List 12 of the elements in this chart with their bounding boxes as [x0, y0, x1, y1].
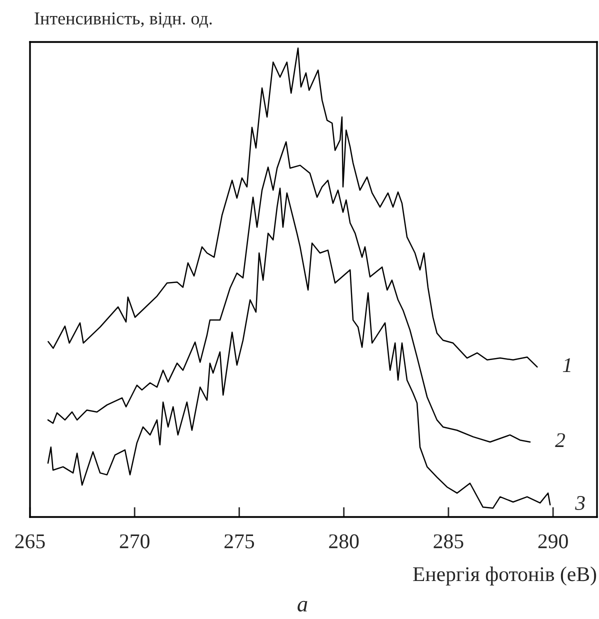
series-label: 3 — [575, 496, 585, 510]
x-tick-label: 270 — [120, 534, 150, 548]
x-axis-title: Енергія фотонів (еВ) — [413, 566, 596, 586]
series-label: 1 — [562, 358, 570, 372]
x-tick-label: 290 — [538, 534, 568, 548]
x-tick-label: 265 — [15, 534, 45, 548]
x-tick-label: 285 — [434, 534, 464, 548]
x-tick-label: 280 — [329, 534, 359, 548]
text: a — [298, 600, 308, 612]
x-tick-label: 275 — [224, 534, 254, 548]
y-axis-title: Інтенсивність, відн. од. — [34, 12, 212, 28]
series-label: 2 — [555, 433, 566, 447]
